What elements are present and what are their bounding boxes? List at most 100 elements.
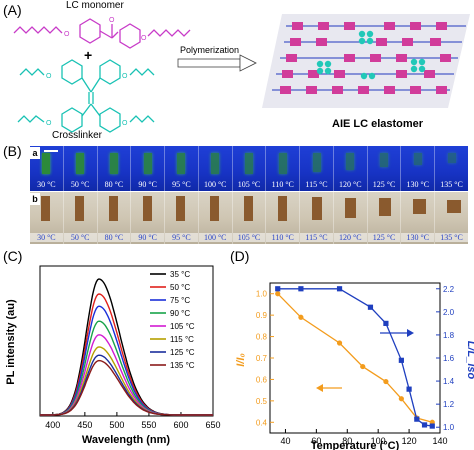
- temperature-label: 90 °C: [131, 233, 165, 242]
- plot-frame: [39, 265, 214, 417]
- left-y-axis-label: I/I₀: [235, 353, 247, 367]
- data-point: [406, 386, 412, 392]
- crosslinker-structure: O O O O: [17, 59, 155, 133]
- product-label: AIE LC elastomer: [332, 118, 424, 130]
- svg-text:O: O: [141, 35, 147, 42]
- spectrum-curve: [40, 346, 213, 416]
- x-tick-label: 40: [280, 436, 290, 446]
- x-tick-label: 450: [77, 420, 92, 430]
- x-axis-label: Wavelength (nm): [82, 434, 171, 446]
- crosslinker-label: Crosslinker: [52, 130, 103, 141]
- elastomer-film: [311, 197, 322, 220]
- photo-frame: 95 °C: [165, 192, 199, 244]
- photo-frame: 100 °C: [198, 192, 233, 244]
- right-y-tick-label: 1.2: [443, 400, 455, 409]
- photo-frame: 120 °C: [333, 192, 368, 244]
- elastomer-film: [42, 153, 51, 174]
- left-y-tick-label: 1.0: [256, 290, 268, 299]
- temperature-label: 50 °C: [63, 233, 97, 242]
- elastomer-film: [380, 153, 389, 167]
- spectrum-curve: [40, 334, 213, 416]
- elastomer-film: [312, 153, 321, 172]
- legend-entry: 50 °C: [170, 283, 190, 292]
- legend-entry: 90 °C: [170, 309, 190, 318]
- legend-entry: 115 °C: [170, 335, 194, 344]
- x-tick-label: 60: [311, 436, 321, 446]
- photo-strip-fluorescence: 30 °C 50 °C 80 °C 90 °C 95 °C 100 °C 105 °C 110…: [30, 146, 468, 191]
- data-point: [414, 416, 420, 422]
- temperature-label: 120 °C: [339, 180, 362, 189]
- right-y-tick-label: 1.0: [443, 423, 455, 432]
- temperature-label: 30 °C: [30, 233, 63, 242]
- data-point: [367, 304, 374, 310]
- photo-frame: 110 °C: [266, 192, 301, 244]
- left-y-tick-label: 0.8: [256, 333, 268, 342]
- legend-entry: 135 °C: [170, 361, 195, 370]
- elastomer-film: [143, 153, 152, 174]
- temperature-label: 90 °C: [138, 180, 157, 189]
- temperature-label: 115 °C: [305, 180, 328, 189]
- temperature-label: 125 °C: [367, 233, 401, 242]
- scale-bar: [44, 150, 58, 152]
- x-tick-label: 120: [402, 436, 417, 446]
- temperature-label: 95 °C: [165, 233, 198, 242]
- row-b-tag: b: [30, 193, 40, 205]
- elastomer-film: [177, 153, 186, 174]
- temperature-label: 80 °C: [104, 180, 124, 189]
- x-tick-label: 100: [371, 436, 386, 446]
- data-point: [398, 396, 404, 402]
- x-tick-label: 400: [45, 420, 60, 430]
- photo-frame: 50 °C: [63, 192, 98, 244]
- photo-frame: 80 °C: [97, 192, 132, 244]
- data-point: [275, 291, 281, 297]
- x-tick-label: 80: [342, 436, 352, 446]
- temperature-label: 110 °C: [266, 233, 300, 242]
- x-tick-label: 140: [432, 436, 447, 446]
- data-point: [398, 357, 404, 363]
- photo-frame: 120 °C: [333, 146, 368, 191]
- temperature-label: 110 °C: [271, 180, 294, 189]
- spectrum-curve: [40, 359, 213, 416]
- polymerization-arrow: [177, 54, 257, 72]
- data-point: [421, 422, 428, 428]
- right-y-tick-label: 1.8: [443, 331, 455, 340]
- photo-frame: 90 °C: [131, 146, 166, 191]
- photo-frame: 125 °C: [367, 192, 402, 244]
- legend-entry: 35 °C: [170, 270, 190, 279]
- temperature-label: 115 °C: [300, 233, 333, 242]
- elastomer-film: [345, 198, 357, 218]
- series-line: [277, 293, 433, 423]
- elastomer-film: [446, 200, 461, 213]
- right-y-tick-label: 2.2: [443, 285, 455, 294]
- monomer-label: LC monomer: [66, 0, 124, 11]
- right-y-tick-label: 1.4: [443, 377, 455, 386]
- data-point: [298, 286, 304, 292]
- data-point: [275, 286, 281, 292]
- temperature-label: 130 °C: [406, 180, 430, 189]
- data-point: [383, 320, 389, 326]
- legend-entry: 75 °C: [170, 296, 190, 305]
- photo-frame: 95 °C: [165, 146, 199, 191]
- elastomer-film: [210, 196, 220, 221]
- temperature-chart: 40 60 80 100 120 140 0.4 0.5 0.6 0.7 0.8 0.9 1.0 1.0 1…: [235, 282, 474, 450]
- pl-spectra-chart: 400 450 500 550 600 650 35 °C 50 °C 75 °C 90 °C 1…: [5, 265, 221, 446]
- data-point: [298, 314, 304, 320]
- temperature-label: 135 °C: [435, 233, 468, 242]
- panel-b-label: (B): [3, 143, 22, 159]
- photo-frame: 105 °C: [232, 192, 267, 244]
- photo-frame: 125 °C: [367, 146, 402, 191]
- x-tick-label: 650: [205, 420, 220, 430]
- polymerization-label: Polymerization: [180, 45, 240, 55]
- elastomer-film: [413, 153, 422, 165]
- plus-sign: +: [84, 47, 93, 63]
- x-tick-label: 600: [173, 420, 188, 430]
- photo-frame: 80 °C: [97, 146, 132, 191]
- left-y-tick-label: 0.9: [256, 311, 268, 320]
- left-y-tick-label: 0.4: [256, 418, 268, 427]
- legend-entry: 105 °C: [170, 322, 195, 331]
- elastomer-film: [75, 196, 85, 221]
- left-y-tick-label: 0.7: [256, 354, 268, 363]
- elastomer-film: [277, 196, 287, 221]
- x-tick-label: 500: [109, 420, 124, 430]
- x-axis-label: Temperature (°C): [311, 440, 400, 450]
